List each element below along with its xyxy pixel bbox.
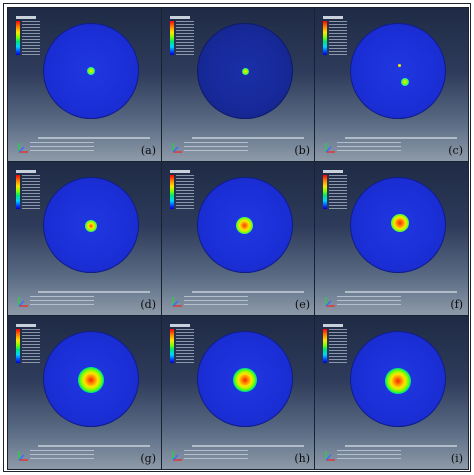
panel-label: (h): [294, 452, 310, 465]
odb-info-line: [192, 137, 304, 139]
step-info-text: [30, 450, 94, 462]
panel-label: (i): [450, 452, 463, 465]
secondary-spot: [398, 64, 401, 67]
color-scale-bar: [170, 329, 174, 363]
stress-spot: [242, 68, 249, 75]
panel-i: (i): [314, 315, 469, 470]
color-scale-bar: [323, 21, 327, 55]
stress-spot: [401, 78, 409, 86]
stress-spot: [385, 368, 411, 394]
panel-label: (d): [140, 298, 156, 311]
color-scale-bar: [170, 175, 174, 209]
stress-spot: [391, 214, 409, 232]
step-info-text: [184, 296, 248, 308]
axis-triad-icon: [172, 143, 182, 153]
odb-info-line: [38, 445, 150, 447]
panel-f: (f): [314, 161, 469, 316]
step-info-text: [337, 450, 401, 462]
color-scale-bar: [323, 175, 327, 209]
color-scale-bar: [16, 21, 20, 55]
panel-label: (c): [448, 144, 463, 157]
panel-label: (f): [450, 298, 463, 311]
color-scale-bar: [323, 329, 327, 363]
axis-triad-icon: [325, 143, 335, 153]
panel-e: (e): [161, 161, 316, 316]
odb-info-line: [38, 137, 150, 139]
panel-h: (h): [161, 315, 316, 470]
panel-d: (d): [7, 161, 162, 316]
stress-spot: [87, 67, 95, 75]
odb-info-line: [345, 445, 457, 447]
stress-spot: [233, 368, 257, 392]
axis-triad-icon: [172, 297, 182, 307]
panel-g: (g): [7, 315, 162, 470]
stress-spot: [236, 217, 253, 234]
panel-c: (c): [314, 7, 469, 162]
step-info-text: [184, 450, 248, 462]
axis-triad-icon: [325, 451, 335, 461]
odb-info-line: [192, 445, 304, 447]
stress-spot: [85, 220, 97, 232]
step-info-text: [337, 296, 401, 308]
axis-triad-icon: [172, 451, 182, 461]
panel-label: (b): [294, 144, 310, 157]
axis-triad-icon: [18, 297, 28, 307]
odb-info-line: [38, 291, 150, 293]
step-info-text: [30, 296, 94, 308]
step-info-text: [337, 142, 401, 154]
panel-label: (a): [140, 144, 156, 157]
odb-info-line: [192, 291, 304, 293]
panel-label: (e): [294, 298, 310, 311]
panel-a: (a): [7, 7, 162, 162]
axis-triad-icon: [18, 451, 28, 461]
odb-info-line: [345, 137, 457, 139]
panel-label: (g): [140, 452, 156, 465]
color-scale-bar: [170, 21, 174, 55]
circular-plate: [350, 23, 446, 119]
axis-triad-icon: [18, 143, 28, 153]
stress-spot: [78, 367, 104, 393]
color-scale-bar: [16, 175, 20, 209]
figure-grid: (a) (b) (: [3, 3, 471, 472]
step-info-text: [184, 142, 248, 154]
panel-b: (b): [161, 7, 316, 162]
step-info-text: [30, 142, 94, 154]
odb-info-line: [345, 291, 457, 293]
color-scale-bar: [16, 329, 20, 363]
axis-triad-icon: [325, 297, 335, 307]
